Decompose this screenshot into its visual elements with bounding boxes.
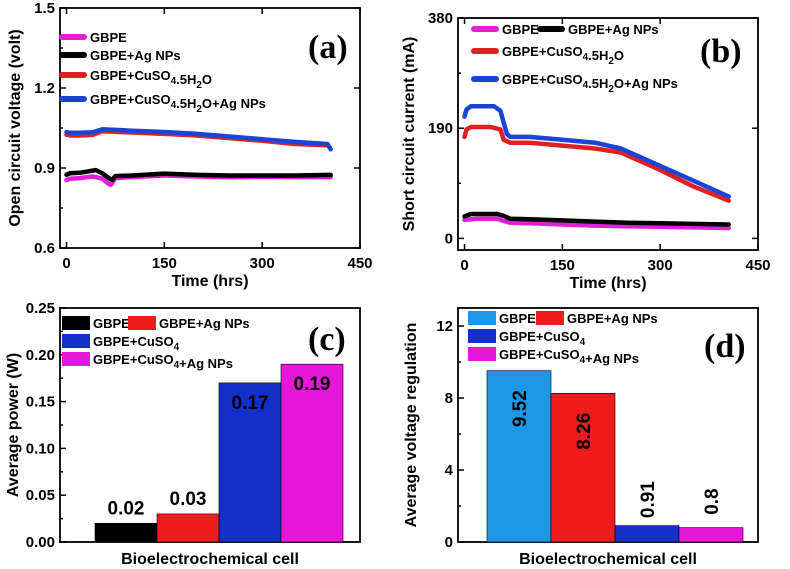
legend-entry-3: GBPE+CuSO4.5H2O+Ag NPs: [90, 92, 266, 115]
legend-entry-2: GBPE+CuSO4: [93, 334, 180, 353]
legend-swatch-0: [62, 316, 90, 330]
y-tick-label: 0: [445, 534, 453, 551]
legend-entry-2: GBPE+CuSO4.5H2O: [90, 68, 212, 91]
legend-entry-1: GBPE+Ag NPs: [90, 48, 181, 63]
bar-value-label-1: 0.03: [170, 489, 207, 510]
x-tick-label: 300: [648, 257, 673, 274]
legend-swatch-3: [62, 352, 90, 366]
legend-entry-1: GBPE+Ag NPs: [159, 316, 250, 331]
y-tick-label: 12: [436, 318, 453, 335]
y-axis-title: Average voltage regulation: [403, 323, 420, 528]
bar-3: [280, 363, 344, 543]
legend-entry-0: GBPE: [90, 30, 127, 45]
legend-entry-0: GBPE: [502, 22, 539, 37]
bar-value-label-1: 8.26: [574, 413, 595, 450]
y-axis-title: Open circuit voltage (volt): [7, 29, 24, 226]
panel-c-average-power: 0.00 0.05 0.10 0.15 0.20 0.25 Bioelectrochemic…: [5, 300, 361, 568]
y-tick-label: 0: [445, 230, 453, 247]
x-tick-label: 0: [460, 257, 468, 274]
legend-swatch-2: [468, 329, 496, 343]
bar-2: [614, 525, 680, 543]
bar-value-label-2: 0.91: [638, 481, 659, 518]
y-tick-label: 0.6: [34, 240, 55, 257]
series-line-3: [64, 127, 333, 152]
x-tick-label: 150: [152, 255, 177, 272]
bar-value-label-2: 0.17: [232, 393, 269, 414]
legend-swatch-2: [62, 334, 90, 348]
legend-entry-1: GBPE+Ag NPs: [567, 311, 658, 326]
x-tick-label: 150: [550, 257, 575, 274]
panel-label: (b): [700, 33, 742, 70]
legend-entry-0: GBPE: [93, 316, 130, 331]
legend-entry-3: GBPE+CuSO4.5H2O+Ag NPs: [502, 72, 678, 95]
series-line-0: [462, 216, 731, 231]
bar-2: [218, 382, 282, 543]
y-tick-label: 1.2: [34, 80, 55, 97]
y-tick-label: 4: [445, 462, 454, 479]
legend-entry-1: GBPE+Ag NPs: [568, 22, 659, 37]
series-line-1: [64, 167, 333, 183]
legend-entry-2: GBPE+CuSO4: [499, 329, 586, 348]
bar-0: [486, 370, 552, 543]
panel-a-open-circuit-voltage: 0 150 300 450 0.6 0.9 1.2 1.5 Time (hrs) Open cir…: [7, 0, 373, 290]
y-tick-label: 1.5: [34, 0, 55, 17]
y-tick-label: 190: [428, 120, 453, 137]
x-axis-title: Time (hrs): [171, 273, 248, 290]
plot-frame: [457, 17, 759, 251]
x-axis-title: Bioelectrochemical cell: [519, 551, 697, 568]
legend-swatch-0: [468, 311, 496, 325]
y-tick-label: 0.15: [26, 394, 55, 411]
x-tick-label: 450: [347, 255, 372, 272]
panel-label: (c): [308, 321, 346, 358]
y-axis-title: Average power (W): [5, 353, 22, 497]
bar-value-label-0: 9.52: [510, 390, 531, 427]
bar-1: [550, 393, 616, 543]
legend-entry-3: GBPE+CuSO4+Ag NPs: [93, 352, 233, 371]
y-tick-label: 0.20: [26, 347, 55, 364]
y-tick-label: 8: [445, 390, 453, 407]
x-axis-title: Time (hrs): [569, 275, 646, 292]
bar-1: [156, 513, 220, 543]
series-line-3: [462, 103, 731, 199]
y-tick-label: 0.00: [26, 534, 55, 551]
y-axis-title: Short circuit current (mA): [401, 37, 418, 232]
bar-value-label-3: 0.8: [702, 488, 723, 514]
panel-b-short-circuit-current: 0 150 300 450 0 190 380 Time (hrs) Short circuit…: [401, 10, 771, 292]
y-tick-label: 380: [428, 10, 453, 27]
panel-d-average-voltage-regulation: 0 4 8 12 Bioelectrochemical cell Average volt…: [403, 307, 759, 568]
y-tick-label: 0.9: [34, 160, 55, 177]
legend-entry-3: GBPE+CuSO4+Ag NPs: [499, 347, 639, 366]
panel-label: (a): [308, 29, 348, 66]
series-line-1: [462, 211, 731, 227]
legend-swatch-3: [468, 347, 496, 361]
panel-label: (d): [704, 328, 746, 365]
bar-value-label-0: 0.02: [108, 498, 145, 519]
legend-swatch-1: [536, 311, 564, 325]
x-tick-label: 300: [250, 255, 275, 272]
y-tick-label: 0.05: [26, 487, 55, 504]
legend-entry-2: GBPE+CuSO4.5H2O: [502, 44, 624, 67]
bar-0: [94, 522, 158, 543]
bar-value-label-3: 0.19: [294, 374, 331, 395]
series-line-2: [462, 124, 731, 203]
x-axis-title: Bioelectrochemical cell: [121, 551, 299, 568]
legend-swatch-1: [128, 316, 156, 330]
bar-3: [678, 527, 744, 543]
y-tick-label: 0.25: [26, 300, 55, 317]
legend-entry-0: GBPE: [499, 311, 536, 326]
x-tick-label: 0: [62, 255, 70, 272]
y-tick-label: 0.10: [26, 440, 55, 457]
x-tick-label: 450: [745, 257, 770, 274]
